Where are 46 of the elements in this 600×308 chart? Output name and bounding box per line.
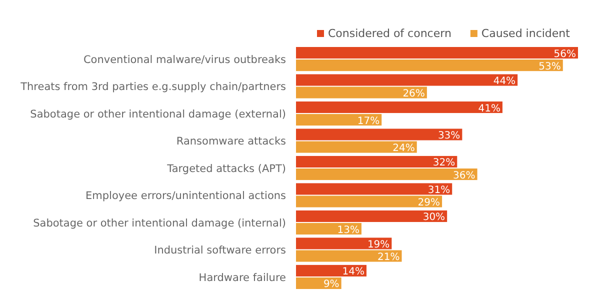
data-label: 29% <box>418 198 440 209</box>
y-tick-label: Employee errors/unintentional actions <box>86 190 286 202</box>
data-label: 44% <box>493 76 516 88</box>
data-label: 53% <box>538 61 561 72</box>
y-tick-label: Industrial software errors <box>154 244 286 257</box>
y-tick-label: Sabotage or other intentional damage (internal) <box>33 217 286 230</box>
bar <box>296 250 402 262</box>
legend-label: Caused incident <box>481 27 571 40</box>
bar <box>296 47 578 59</box>
bar <box>296 101 502 114</box>
data-label: 17% <box>357 116 380 127</box>
bar <box>296 222 362 235</box>
bar <box>296 60 563 72</box>
y-tick-label: Sabotage or other intentional damage (external) <box>30 108 286 120</box>
bar <box>296 128 462 140</box>
bar <box>296 210 448 222</box>
data-label: 30% <box>422 212 446 224</box>
y-tick-label: Hardware failure <box>198 272 286 284</box>
data-label: 24% <box>392 143 415 154</box>
data-label: 33% <box>438 130 460 142</box>
data-label: 32% <box>432 158 456 169</box>
y-tick-label: Threats from 3rd parties e.g.supply chain/partners <box>20 81 286 94</box>
y-tick-label: Ransomware attacks <box>176 136 286 148</box>
data-label: 26% <box>402 88 425 100</box>
legend-label: Considered of concern <box>328 27 452 40</box>
bar <box>296 114 382 126</box>
bar <box>296 156 458 168</box>
data-label: 41% <box>478 103 500 114</box>
bar <box>296 196 442 208</box>
bar <box>296 238 392 250</box>
data-label: 13% <box>337 224 360 236</box>
data-label: 36% <box>453 170 476 182</box>
data-label: 21% <box>378 252 400 263</box>
bar <box>296 183 452 195</box>
data-label: 9% <box>323 279 340 290</box>
y-tick-label: Conventional malware/virus outbreaks <box>83 54 286 66</box>
data-label: 31% <box>428 184 450 196</box>
data-label: 19% <box>367 239 390 250</box>
bar <box>296 141 417 153</box>
bar <box>296 264 366 276</box>
bar <box>296 74 518 86</box>
data-label: 56% <box>554 48 576 60</box>
bar <box>296 86 427 98</box>
bar <box>296 168 478 180</box>
y-tick-label: Targeted attacks (APT) <box>166 162 286 175</box>
data-label: 14% <box>342 266 364 278</box>
